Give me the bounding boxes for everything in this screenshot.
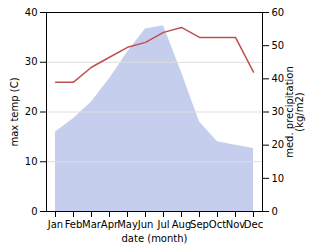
- svg-text:30: 30: [25, 56, 38, 67]
- svg-text:date (month): date (month): [122, 233, 188, 244]
- svg-text:Aug: Aug: [172, 219, 192, 230]
- svg-text:0: 0: [31, 206, 37, 217]
- svg-text:Jan: Jan: [47, 219, 63, 230]
- svg-text:Apr: Apr: [100, 218, 119, 230]
- svg-text:Sep: Sep: [190, 219, 209, 230]
- svg-text:40: 40: [272, 73, 285, 84]
- svg-text:20: 20: [25, 106, 38, 117]
- svg-text:10: 10: [25, 156, 38, 167]
- svg-text:Jul: Jul: [156, 219, 169, 230]
- svg-text:Jun: Jun: [137, 219, 154, 230]
- svg-text:40: 40: [25, 7, 38, 18]
- svg-text:30: 30: [272, 106, 285, 117]
- svg-text:10: 10: [272, 173, 285, 184]
- svg-text:60: 60: [272, 7, 285, 18]
- svg-text:20: 20: [272, 139, 285, 150]
- svg-text:Oct: Oct: [209, 219, 226, 230]
- svg-text:0: 0: [272, 206, 278, 217]
- svg-text:Nov: Nov: [226, 219, 246, 230]
- svg-text:Mar: Mar: [82, 219, 102, 230]
- svg-text:Dec: Dec: [244, 219, 263, 230]
- svg-text:May: May: [117, 219, 138, 230]
- svg-text:50: 50: [272, 40, 285, 51]
- svg-text:max temp (C): max temp (C): [9, 77, 20, 146]
- svg-text:med. precipitation(kg/m2): med. precipitation(kg/m2): [284, 66, 305, 158]
- svg-text:Feb: Feb: [65, 219, 83, 230]
